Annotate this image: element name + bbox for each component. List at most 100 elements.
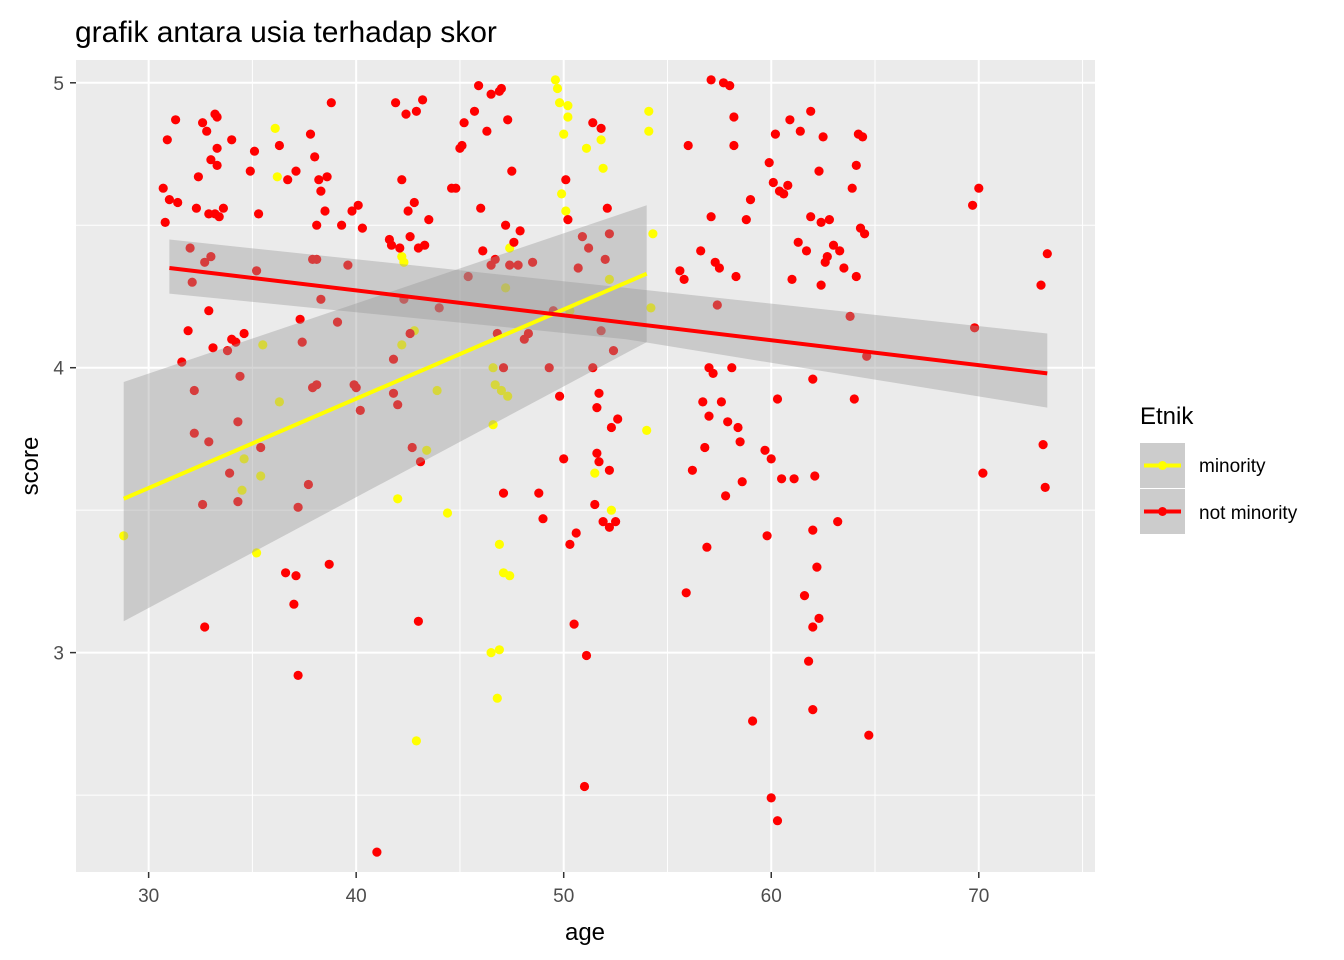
data-point: [968, 200, 978, 210]
data-point: [486, 648, 496, 658]
data-point: [405, 232, 415, 242]
data-point: [696, 246, 706, 256]
data-point: [681, 588, 691, 598]
data-point: [208, 343, 218, 353]
data-point: [171, 115, 181, 125]
plot-background: [76, 60, 1095, 872]
data-point: [729, 140, 739, 151]
data-point: [351, 383, 361, 393]
data-point: [698, 397, 708, 407]
data-point: [544, 363, 554, 373]
data-point: [648, 229, 658, 239]
data-point: [337, 220, 347, 230]
data-point: [283, 175, 293, 185]
x-tick-label: 60: [761, 886, 782, 907]
data-point: [274, 397, 284, 407]
data-point: [413, 616, 423, 626]
data-point: [469, 106, 480, 116]
data-point: [795, 126, 805, 136]
data-point: [442, 508, 453, 518]
data-point: [293, 502, 303, 512]
data-point: [808, 525, 818, 535]
data-point: [372, 847, 382, 857]
data-point: [270, 123, 280, 133]
data-point: [974, 183, 984, 193]
data-point: [459, 118, 469, 128]
data-point: [293, 670, 303, 681]
data-point: [725, 81, 735, 91]
data-point: [704, 411, 714, 421]
data-point: [492, 693, 502, 703]
data-point: [256, 471, 266, 481]
y-tick-label: 5: [53, 74, 64, 95]
data-point: [324, 559, 334, 569]
data-point: [561, 175, 571, 185]
x-tick-label: 50: [553, 886, 574, 907]
data-point: [397, 175, 407, 185]
data-point: [206, 155, 216, 165]
data-point: [588, 363, 598, 373]
data-point: [806, 106, 816, 116]
data-point: [432, 385, 442, 396]
data-point: [258, 340, 268, 350]
data-point: [588, 118, 598, 128]
data-point: [233, 497, 243, 507]
data-point: [505, 260, 515, 270]
data-point: [557, 189, 567, 199]
data-point: [451, 183, 461, 193]
data-point: [608, 346, 619, 356]
confidence-band-not-minority: [169, 239, 1048, 408]
data-point: [399, 257, 409, 267]
data-point: [312, 220, 322, 230]
data-point: [474, 81, 484, 91]
data-point: [198, 499, 208, 510]
data-point: [550, 75, 561, 85]
data-point: [295, 314, 305, 324]
data-point: [204, 306, 214, 316]
data-point: [785, 115, 795, 125]
data-point: [577, 232, 588, 242]
data-point: [187, 277, 197, 287]
legend-key-not-minority: [1140, 489, 1185, 534]
data-point: [573, 263, 583, 273]
data-point: [764, 158, 774, 168]
data-point: [772, 394, 783, 404]
data-point: [642, 425, 652, 435]
data-point: [237, 485, 247, 495]
data-point: [281, 568, 291, 578]
data-point: [191, 203, 201, 213]
data-point: [202, 126, 212, 136]
data-point: [391, 98, 401, 108]
legend-key-minority: [1140, 443, 1185, 488]
data-point: [847, 183, 857, 193]
data-point: [189, 385, 199, 396]
data-point: [403, 206, 413, 216]
data-point: [579, 781, 590, 792]
data-point: [523, 328, 534, 339]
data-point: [816, 280, 826, 290]
data-point: [563, 112, 573, 122]
data-point: [513, 260, 523, 270]
data-point: [706, 75, 716, 85]
data-point: [434, 303, 444, 313]
data-point: [353, 200, 363, 210]
data-point: [816, 217, 826, 227]
data-point: [729, 112, 739, 122]
data-point: [420, 240, 430, 250]
data-point: [555, 98, 565, 108]
data-point: [675, 266, 685, 276]
data-point: [422, 445, 432, 455]
data-point: [687, 465, 698, 475]
data-point: [204, 437, 214, 447]
y-tick-label: 3: [53, 644, 64, 665]
data-point: [851, 271, 861, 282]
data-point: [706, 212, 716, 222]
data-point: [498, 488, 509, 498]
data-point: [783, 180, 793, 190]
data-point: [509, 237, 519, 247]
data-point: [322, 172, 332, 182]
data-point: [160, 217, 170, 227]
data-point: [606, 422, 617, 433]
data-point: [552, 83, 563, 94]
